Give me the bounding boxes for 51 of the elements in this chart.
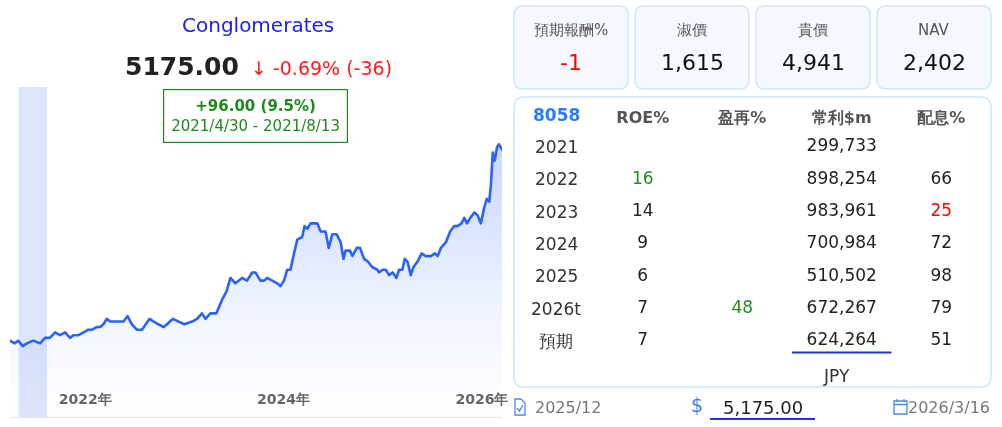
- data-label: 7: [637, 296, 649, 317]
- annotation: JPY: [823, 366, 850, 386]
- text: 5,175.00: [723, 397, 804, 418]
- data-label: 510,502: [806, 264, 877, 285]
- data-label: 1,615: [661, 50, 724, 75]
- y-tick-label: 2022: [535, 169, 579, 189]
- text: $: [691, 394, 704, 416]
- x-tick-label: 2024年: [256, 391, 310, 407]
- chart-title: Conglomerates: [182, 13, 335, 37]
- data-label: -1: [560, 50, 582, 75]
- data-label: 6: [637, 264, 649, 285]
- data-label: 79: [930, 296, 953, 317]
- y-tick-label: 預期: [539, 331, 573, 351]
- x-tick-label: 盈再%: [717, 107, 767, 127]
- data-label: 4,941: [782, 50, 845, 75]
- data-label: 66: [930, 167, 953, 188]
- data-label: 72: [930, 232, 953, 253]
- data-label: 9: [637, 232, 649, 253]
- data-label: 898,254: [806, 167, 877, 188]
- text: +96.00 (9.5%) 2021/4/30 - 2021/8/13: [171, 97, 340, 135]
- y-tick-label: 2023: [535, 202, 579, 222]
- data-label: 14: [631, 199, 654, 220]
- x-tick-label: ROE%: [616, 107, 670, 127]
- chart-subtitle: 5175.00 ↓ -0.69% (-36): [125, 52, 393, 81]
- data-label: 672,267: [806, 296, 877, 317]
- data-label: 16: [631, 167, 654, 188]
- data-label: 98: [930, 264, 953, 285]
- x-tick-label: 配息%: [917, 107, 966, 127]
- y-tick-label: 2021: [535, 137, 579, 157]
- category-label: NAV: [918, 21, 950, 39]
- data-label: 51: [930, 329, 953, 350]
- data-label: 48: [731, 296, 754, 317]
- data-label: 7: [637, 329, 649, 350]
- data-label: 299,733: [806, 135, 877, 156]
- data-label: 983,961: [806, 199, 877, 220]
- data-label: 624,264: [806, 329, 877, 350]
- data-label: 700,984: [806, 232, 877, 253]
- y-tick-label: 2026t: [531, 299, 582, 319]
- data-label: 2,402: [903, 50, 966, 75]
- text: 2026/3/16: [908, 398, 991, 417]
- y-tick-label: 2024: [535, 234, 579, 254]
- text: 8058: [533, 105, 581, 125]
- x-tick-label: 2022年: [58, 391, 112, 407]
- category-label: 預期報酬%: [534, 21, 609, 39]
- category-label: 貴價: [798, 21, 828, 39]
- x-tick-label: 2026年: [455, 391, 509, 407]
- x-tick-label: 常利$m: [811, 107, 872, 127]
- y-tick-label: 2025: [535, 266, 579, 286]
- category-label: 淑價: [677, 21, 707, 39]
- data-label: 25: [930, 199, 953, 220]
- text: 2025/12: [535, 398, 602, 417]
